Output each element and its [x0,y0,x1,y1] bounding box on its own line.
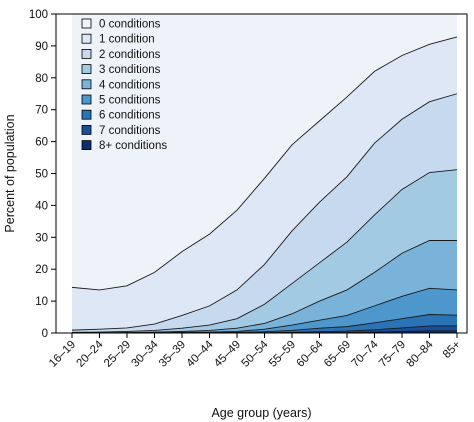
line-2-conditions [71,93,458,331]
x-tick-label: 45–49 [212,339,243,370]
x-tick-label: 25–29 [102,339,133,370]
x-tick-label: 30–34 [130,338,162,370]
x-tick-label: 70–74 [350,338,382,370]
legend-label-8-conditions: 8+ conditions [99,140,167,152]
x-tick-label: 75–79 [377,339,408,370]
y-tick-label: 40 [35,200,48,212]
y-axis-title: Percent of population [3,114,17,232]
y-tick-label: 10 [35,296,48,308]
area-6-conditions [72,314,457,333]
legend-label-0-conditions: 0 conditions [99,19,161,31]
legend-label-3-conditions: 3 conditions [99,64,161,76]
legend-label-5-conditions: 5 conditions [99,95,161,107]
legend-swatch-1-condition [81,33,92,44]
area-5-conditions [72,288,457,333]
legend-label-6-conditions: 6 conditions [99,110,161,122]
legend-swatch-3-conditions [81,64,92,74]
x-tick-label: 40–44 [185,338,217,370]
x-tick-label: 35–39 [157,339,188,370]
x-tick-label: 80–84 [405,338,437,370]
y-tick-label: 80 [35,73,48,85]
area-layers [72,14,457,333]
legend-swatch-7-conditions [81,125,92,135]
y-tick-label: 90 [35,41,48,53]
x-tick-label: 85+ [441,338,463,360]
y-tick-label: 100 [29,9,48,21]
x-axis-title: Age group (years) [211,406,311,420]
y-tick-label: 50 [35,169,48,181]
legend-label-4-conditions: 4 conditions [99,79,161,91]
legend-swatch-4-conditions [81,79,92,90]
x-tick-label: 65–69 [322,339,353,370]
line-1-condition [71,36,458,291]
y-tick-label: 20 [35,264,48,276]
x-tick-label: 55–59 [267,339,298,370]
legend-label-2-conditions: 2 conditions [99,49,161,61]
y-tick-label: 0 [42,328,48,340]
legend-label-7-conditions: 7 conditions [99,125,161,137]
legend-swatch-6-conditions [81,109,92,120]
y-tick-label: 60 [35,137,48,149]
line-3-conditions [71,169,458,333]
x-tick-label: 20–24 [75,338,107,370]
y-tick-label: 70 [35,105,48,117]
legend-swatch-5-conditions [81,94,92,105]
y-tick-label: 30 [35,232,48,244]
legend-swatch-2-conditions [81,49,92,59]
x-tick-label: 50–54 [240,338,272,370]
legend: 0 conditions 1 condition 2 conditions 3 con… [81,18,167,152]
legend-label-1-condition: 1 condition [99,34,155,46]
area-4-conditions [72,240,457,333]
x-tick-label: 16–19 [47,339,78,370]
legend-swatch-0-conditions [81,18,92,29]
area-7-conditions [72,325,457,333]
legend-swatch-8-conditions [81,140,92,151]
x-tick-label: 60–64 [295,338,327,370]
